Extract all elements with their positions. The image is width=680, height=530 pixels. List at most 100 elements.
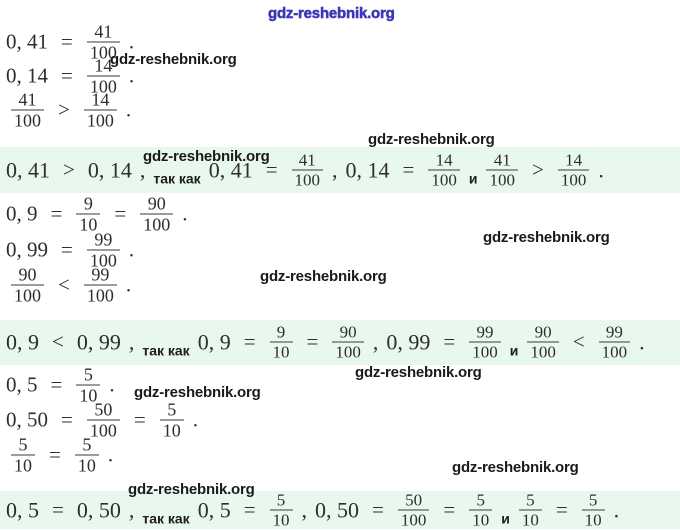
fraction-numerator: 90: [18, 264, 37, 285]
fraction-numerator: 41: [493, 150, 511, 170]
fraction-numerator: 5: [588, 490, 598, 510]
math-operator: =: [50, 372, 63, 397]
math-number: 0, 14: [345, 157, 390, 182]
fraction: 90 100: [527, 324, 559, 361]
fraction-denominator: 100: [11, 284, 44, 305]
fraction-numerator: 50: [94, 399, 113, 420]
watermark: gdz-reshebnik.org: [268, 5, 395, 22]
math-line-1-2: 0, 14 = 14 100.: [2, 57, 138, 96]
fraction-numerator: 5: [276, 490, 286, 510]
math-number: .: [639, 329, 645, 354]
fraction-denominator: 10: [518, 509, 542, 529]
fraction-numerator: 5: [526, 490, 535, 510]
math-operator: =: [372, 497, 384, 522]
fraction-denominator: 100: [557, 169, 590, 189]
math-number: 0, 9: [6, 329, 39, 354]
math-number: .: [128, 237, 135, 262]
math-operator: =: [133, 407, 146, 432]
answer-line-1: 0, 41 >0, 14, так как 0, 41 = 41 100, 0, 14 = 14 1…: [2, 152, 608, 189]
math-operator: =: [555, 497, 568, 522]
math-operator: <: [572, 329, 585, 354]
fraction-denominator: 100: [11, 109, 44, 130]
fraction: 90 100: [140, 195, 174, 234]
watermark: gdz-reshebnik.org: [355, 364, 482, 381]
fraction-numerator: 14: [565, 150, 583, 170]
math-operator: =: [402, 157, 415, 182]
math-operator: >: [63, 157, 75, 182]
fraction-denominator: 100: [527, 341, 559, 361]
math-number: 0, 41: [6, 157, 50, 182]
watermark: gdz-reshebnik.org: [452, 459, 579, 476]
fraction-denominator: 100: [428, 169, 460, 189]
fraction: 41 100: [291, 150, 324, 189]
math-number: ,: [139, 157, 146, 182]
fraction-numerator: 41: [94, 21, 113, 42]
fraction-denominator: 100: [140, 213, 174, 234]
math-number: .: [613, 497, 620, 522]
math-operator: =: [61, 237, 73, 262]
fraction: 90 100: [332, 324, 364, 361]
fraction: 41 100: [486, 152, 518, 189]
fraction-numerator: 41: [18, 89, 37, 110]
math-operator: =: [243, 497, 256, 522]
math-operator: =: [114, 201, 127, 226]
fraction-denominator: 10: [11, 454, 35, 475]
fraction-denominator: 100: [86, 419, 120, 440]
math-number: 0, 14: [87, 157, 132, 182]
math-number: .: [107, 442, 114, 467]
answer-line-3: 0, 5 = 0, 50, так как 0, 5 = 5 10, 0, 50 = 50 100 = 5…: [2, 492, 623, 529]
fraction-denominator: 10: [76, 384, 101, 405]
math-number: .: [182, 201, 188, 226]
fraction: 50 100: [397, 492, 430, 529]
math-operator: =: [243, 329, 256, 354]
fraction-numerator: 5: [167, 399, 177, 420]
fraction-numerator: 5: [83, 364, 93, 385]
fraction-numerator: 5: [82, 434, 92, 455]
fraction: 14 100: [83, 91, 117, 130]
fraction-numerator: 14: [435, 150, 453, 170]
watermark: gdz-reshebnik.org: [143, 148, 270, 165]
fraction-denominator: 10: [469, 509, 493, 529]
math-operator: =: [443, 497, 456, 522]
math-number: ,: [332, 157, 338, 182]
answer-highlight-band-3: [0, 491, 680, 529]
fraction-denominator: 100: [86, 75, 120, 96]
fraction-numerator: 99: [94, 229, 113, 250]
fraction-denominator: 100: [397, 509, 430, 529]
math-operator: =: [265, 157, 278, 182]
fraction-denominator: 100: [86, 41, 120, 62]
conjunction-text: так как: [153, 170, 201, 187]
math-number: 0, 99: [386, 329, 431, 354]
fraction-numerator: 99: [91, 264, 110, 285]
conjunction-text: так как: [142, 342, 190, 359]
fraction: 41 100: [11, 91, 44, 130]
fraction: 5 10: [269, 490, 293, 529]
math-line-2-1: 0, 9 = 9 10 = 90 100.: [2, 195, 191, 234]
math-operator: >: [58, 97, 70, 122]
fraction-denominator: 10: [269, 509, 293, 529]
math-operator: =: [61, 29, 73, 54]
watermark: gdz-reshebnik.org: [110, 51, 237, 68]
fraction: 9 10: [269, 322, 293, 361]
fraction-denominator: 10: [269, 341, 293, 361]
math-line-3-2: 0, 50 = 50 100 = 5 10.: [2, 401, 202, 440]
math-number: .: [128, 63, 135, 88]
fraction-denominator: 100: [291, 169, 324, 189]
math-line-1-1: 0, 41 = 41 100.: [2, 23, 138, 62]
math-operator: =: [52, 497, 64, 522]
conjunction-text: и: [468, 170, 478, 187]
conjunction-text: и: [509, 342, 519, 359]
fraction: 5 10: [74, 434, 99, 475]
fraction-numerator: 9: [276, 322, 286, 342]
watermark: gdz-reshebnik.org: [368, 131, 495, 148]
fraction-numerator: 41: [298, 150, 316, 170]
math-line-2-2: 0, 99 = 99 100.: [2, 231, 138, 270]
fraction: 5 10: [76, 364, 101, 405]
fraction: 41 100: [86, 21, 120, 62]
math-number: 0, 14: [6, 63, 48, 88]
math-line-2-3: 90 100 <99 100.: [6, 266, 135, 305]
math-operator: =: [61, 407, 73, 432]
fraction-numerator: 14: [94, 55, 113, 76]
fraction: 99 100: [598, 324, 631, 361]
